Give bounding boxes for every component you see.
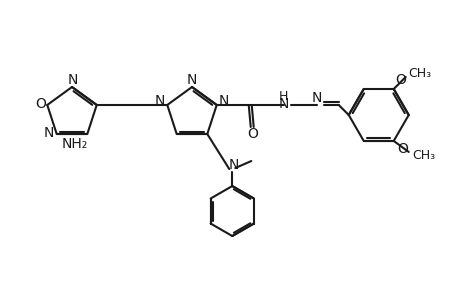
Text: N: N (44, 126, 54, 140)
Text: NH₂: NH₂ (61, 137, 87, 151)
Text: CH₃: CH₃ (407, 68, 431, 80)
Text: O: O (397, 142, 407, 156)
Text: CH₃: CH₃ (411, 149, 434, 162)
Text: N: N (155, 94, 165, 108)
Text: N: N (67, 73, 78, 87)
Text: H: H (279, 91, 288, 103)
Text: N: N (278, 97, 288, 111)
Text: N: N (229, 158, 239, 172)
Text: N: N (218, 94, 229, 108)
Text: N: N (186, 73, 197, 87)
Text: N: N (311, 91, 321, 105)
Text: O: O (35, 97, 45, 111)
Text: O: O (394, 73, 405, 87)
Text: O: O (247, 127, 257, 141)
